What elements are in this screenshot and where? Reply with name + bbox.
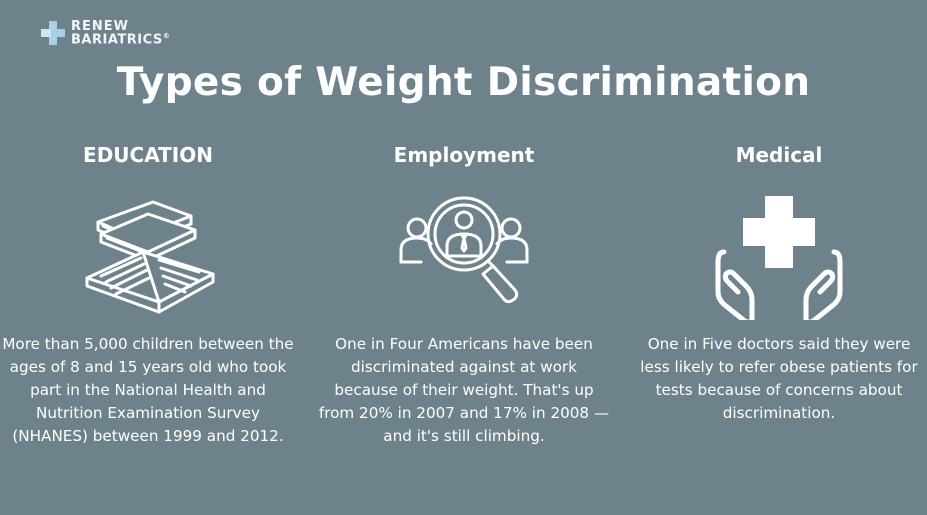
logo-text-bariatrics: BARIATRICS® xyxy=(71,31,171,48)
logo: RENEW BARIATRICS® xyxy=(38,18,170,48)
magnifier-people-icon xyxy=(399,196,529,304)
column-education: EDUCATION More than 5,000 ch xyxy=(0,140,298,448)
logo-text-renew: RENEW xyxy=(71,18,129,34)
column-description: More than 5,000 children between the age… xyxy=(2,335,294,445)
column-heading: EDUCATION xyxy=(83,143,213,167)
medical-cross-logo-icon xyxy=(41,21,65,45)
hands-medical-cross-icon xyxy=(715,196,843,320)
column-employment: Employment One in Four Americans have be… xyxy=(314,140,614,448)
page-title: Types of Weight Discrimination xyxy=(116,60,811,105)
column-medical: Medical One in Five doctors said they we… xyxy=(629,140,927,425)
column-heading: Medical xyxy=(735,143,823,167)
column-description: One in Five doctors said they were less … xyxy=(640,335,918,422)
column-heading: Employment xyxy=(393,143,535,167)
books-icon xyxy=(85,200,215,314)
column-description: One in Four Americans have been discrimi… xyxy=(318,335,610,445)
